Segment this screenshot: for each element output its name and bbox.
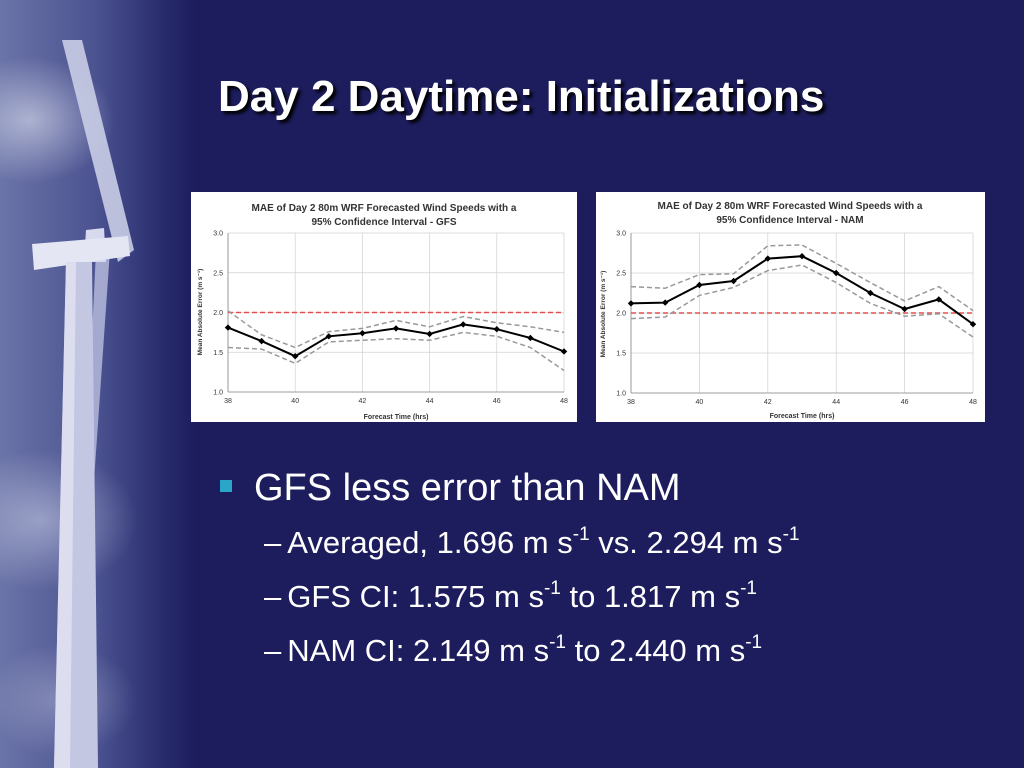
chart-ylabel: Mean Absolute Error (m s⁻¹)	[600, 271, 607, 358]
x-tick-label: 48	[560, 398, 568, 405]
chart-nam-panel: MAE of Day 2 80m WRF Forecasted Wind Spe…	[596, 192, 985, 422]
y-tick-label: 1.0	[213, 390, 223, 397]
sub-bullet-mid: to 2.440 m s	[566, 633, 746, 668]
x-tick-label: 42	[764, 399, 772, 406]
x-tick-label: 46	[493, 398, 501, 405]
square-bullet-icon	[220, 480, 232, 492]
dash-icon: –	[264, 579, 282, 614]
y-tick-label: 1.0	[616, 391, 626, 398]
y-tick-label: 2.0	[616, 311, 626, 318]
data-point-marker	[258, 337, 265, 345]
data-point-marker	[560, 348, 568, 355]
data-point-marker	[901, 305, 908, 313]
data-point-marker	[359, 329, 366, 337]
data-point-marker	[392, 325, 400, 332]
superscript: -1	[740, 577, 757, 599]
y-tick-label: 2.5	[616, 271, 626, 278]
data-point-marker	[867, 289, 874, 297]
data-point-marker	[292, 353, 299, 360]
sub-bullet-averaged: – Averaged, 1.696 m s-1 vs. 2.294 m s-1	[218, 516, 800, 570]
sub-bullet-mid: vs. 2.294 m s	[589, 525, 783, 560]
x-tick-label: 38	[627, 399, 635, 406]
data-point-marker	[325, 333, 332, 340]
x-tick-label: 44	[426, 398, 434, 405]
series-ci-lower-line	[630, 264, 974, 338]
chart-xlabel: Forecast Time (hrs)	[770, 413, 835, 420]
sub-bullet-lead: Averaged, 1.696 m s	[287, 525, 573, 560]
chart-title-line2: 95% Confidence Interval - NAM	[716, 215, 863, 226]
superscript: -1	[782, 523, 800, 545]
superscript: -1	[572, 523, 590, 545]
wind-turbine-sidebar-image	[0, 0, 195, 768]
superscript: -1	[745, 631, 763, 653]
data-point-marker	[460, 321, 467, 328]
dash-icon: –	[264, 525, 282, 560]
data-point-marker	[527, 334, 534, 342]
bullet-list: GFS less error than NAM – Averaged, 1.696…	[218, 460, 800, 678]
chart-title-line1: MAE of Day 2 80m WRF Forecasted Wind Spe…	[658, 201, 923, 212]
chart-title-line1: MAE of Day 2 80m WRF Forecasted Wind Spe…	[252, 203, 517, 214]
data-point-marker	[969, 321, 977, 328]
series-mean-line	[630, 255, 974, 326]
sub-bullet-lead: NAM CI: 2.149 m s	[287, 633, 550, 668]
superscript: -1	[549, 631, 567, 653]
superscript: -1	[543, 577, 561, 599]
chart-gfs: MAE of Day 2 80m WRF Forecasted Wind Spe…	[197, 203, 568, 421]
sub-bullet-mid: to 1.817 m s	[560, 579, 741, 614]
data-point-marker	[493, 325, 500, 333]
dash-icon: –	[264, 633, 282, 668]
y-tick-label: 3.0	[213, 231, 223, 238]
x-tick-label: 42	[359, 398, 367, 405]
x-tick-label: 38	[224, 398, 232, 405]
sub-bullet-lead: GFS CI: 1.575 m s	[287, 579, 544, 614]
chart-ylabel: Mean Absolute Error (m s⁻¹)	[197, 269, 204, 356]
wind-turbine-icon	[32, 40, 134, 768]
x-tick-label: 40	[696, 399, 704, 406]
slide-title: Day 2 Daytime: Initializations	[218, 72, 825, 121]
data-point-marker	[224, 324, 232, 331]
x-tick-label: 48	[969, 399, 977, 406]
chart-gfs-panel: MAE of Day 2 80m WRF Forecasted Wind Spe…	[191, 192, 577, 422]
chart-xlabel: Forecast Time (hrs)	[364, 414, 429, 421]
data-point-marker	[426, 330, 433, 338]
y-tick-label: 2.5	[213, 270, 223, 277]
sub-bullet-gfs-ci: – GFS CI: 1.575 m s-1 to 1.817 m s-1	[218, 570, 800, 624]
x-tick-label: 46	[901, 399, 909, 406]
y-tick-label: 1.5	[616, 351, 626, 358]
series-ci-lower-line	[227, 331, 565, 372]
x-tick-label: 44	[832, 399, 840, 406]
x-tick-label: 40	[291, 398, 299, 405]
y-tick-label: 2.0	[213, 310, 223, 317]
series-ci-upper-line	[630, 244, 974, 312]
chart-title-line2: 95% Confidence Interval - GFS	[311, 217, 456, 228]
chart-nam: MAE of Day 2 80m WRF Forecasted Wind Spe…	[600, 201, 977, 420]
data-point-marker	[798, 253, 806, 260]
y-tick-label: 1.5	[213, 350, 223, 357]
series-ci-upper-line	[227, 310, 565, 349]
y-tick-label: 3.0	[616, 231, 626, 238]
bullet-main-text: GFS less error than NAM	[254, 467, 681, 509]
sub-bullet-nam-ci: – NAM CI: 2.149 m s-1 to 2.440 m s-1	[218, 624, 800, 678]
bullet-main: GFS less error than NAM	[218, 460, 800, 516]
data-point-marker	[627, 300, 635, 307]
